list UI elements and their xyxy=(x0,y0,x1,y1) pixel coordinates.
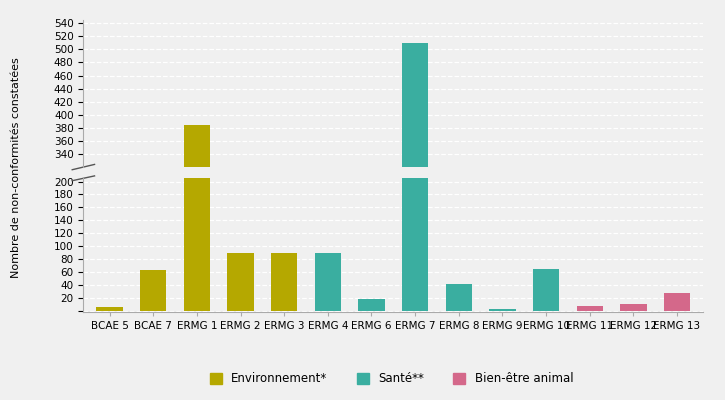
Bar xyxy=(96,373,123,376)
Bar xyxy=(533,334,559,376)
Bar xyxy=(664,358,690,376)
Bar xyxy=(228,318,254,376)
Legend: Environnement*, Santé**, Bien-être animal: Environnement*, Santé**, Bien-être anima… xyxy=(205,368,578,390)
Bar xyxy=(576,372,603,376)
Bar xyxy=(664,293,690,311)
Bar xyxy=(315,252,341,311)
Bar xyxy=(228,252,254,311)
Text: Nombre de non-conformités constatées: Nombre de non-conformités constatées xyxy=(11,58,21,278)
Bar xyxy=(140,335,166,376)
Bar xyxy=(183,62,210,311)
Bar xyxy=(271,252,297,311)
Bar xyxy=(621,370,647,376)
Bar xyxy=(446,349,472,376)
Bar xyxy=(96,308,123,311)
Bar xyxy=(533,269,559,311)
Bar xyxy=(446,284,472,311)
Bar xyxy=(271,318,297,376)
Bar xyxy=(489,375,515,376)
Bar xyxy=(621,304,647,311)
Bar xyxy=(140,270,166,311)
Bar xyxy=(183,124,210,376)
Bar xyxy=(489,310,515,311)
Bar xyxy=(358,299,384,311)
Bar xyxy=(576,306,603,311)
Bar xyxy=(402,43,428,376)
Bar xyxy=(358,364,384,376)
Bar xyxy=(315,318,341,376)
Bar xyxy=(402,0,428,311)
